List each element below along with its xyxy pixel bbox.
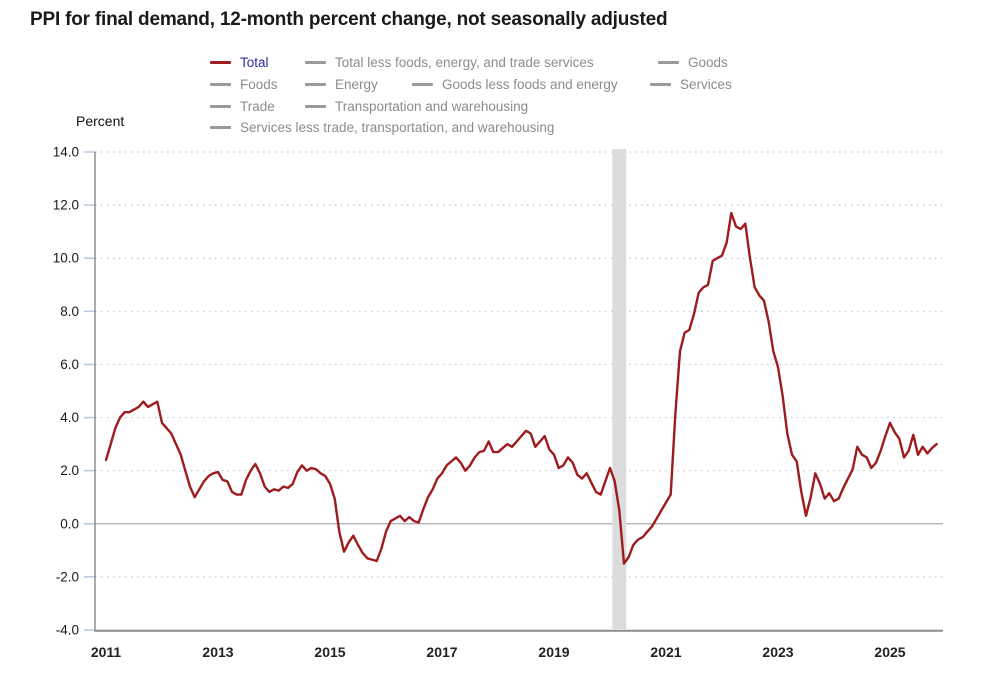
legend-label: Trade bbox=[240, 99, 275, 114]
legend-item-goods-less-foods-and-energy[interactable]: Goods less foods and energy bbox=[412, 77, 618, 92]
y-tick-label: 12.0 bbox=[53, 198, 79, 213]
y-tick-label: 2.0 bbox=[60, 463, 79, 478]
legend-swatch bbox=[412, 83, 433, 86]
legend-item-total[interactable]: Total bbox=[210, 55, 269, 70]
legend-item-services-less-trade-transportation-and-warehousi[interactable]: Services less trade, transportation, and… bbox=[210, 120, 554, 135]
legend-item-services[interactable]: Services bbox=[650, 77, 732, 92]
legend-swatch bbox=[210, 83, 231, 86]
x-tick-label: 2011 bbox=[91, 644, 122, 660]
legend-label: Total bbox=[240, 55, 269, 70]
legend-item-transportation-and-warehousing[interactable]: Transportation and warehousing bbox=[305, 99, 528, 114]
y-axis-title: Percent bbox=[76, 113, 125, 129]
x-tick-label: 2015 bbox=[314, 644, 345, 660]
legend-swatch bbox=[650, 83, 671, 86]
y-tick-label: 14.0 bbox=[53, 145, 79, 160]
x-tick-label: 2019 bbox=[538, 644, 569, 660]
legend-label: Goods bbox=[688, 55, 728, 70]
legend: Total Total less foods, energy, and trade… bbox=[0, 0, 1000, 140]
x-tick-label: 2023 bbox=[762, 644, 793, 660]
legend-item-total-less-foods-energy-and-trade-services[interactable]: Total less foods, energy, and trade serv… bbox=[305, 55, 594, 70]
x-tick-label: 2021 bbox=[650, 644, 681, 660]
legend-swatch bbox=[210, 126, 231, 129]
y-tick-label: 0.0 bbox=[60, 516, 79, 531]
legend-item-goods[interactable]: Goods bbox=[658, 55, 728, 70]
legend-label: Services bbox=[680, 77, 732, 92]
legend-label: Energy bbox=[335, 77, 378, 92]
legend-label: Foods bbox=[240, 77, 278, 92]
legend-swatch bbox=[210, 105, 231, 108]
x-tick-label: 2025 bbox=[874, 644, 905, 660]
y-tick-label: -4.0 bbox=[56, 623, 79, 638]
legend-swatch bbox=[305, 83, 326, 86]
legend-swatch bbox=[305, 105, 326, 108]
y-tick-label: 8.0 bbox=[60, 304, 79, 319]
legend-swatch bbox=[658, 61, 679, 64]
legend-label: Goods less foods and energy bbox=[442, 77, 618, 92]
legend-label: Total less foods, energy, and trade serv… bbox=[335, 55, 594, 70]
legend-item-energy[interactable]: Energy bbox=[305, 77, 378, 92]
legend-swatch bbox=[305, 61, 326, 64]
y-tick-label: -2.0 bbox=[56, 569, 79, 584]
x-tick-label: 2017 bbox=[426, 644, 457, 660]
recession-band bbox=[612, 149, 627, 629]
legend-item-trade[interactable]: Trade bbox=[210, 99, 275, 114]
legend-swatch bbox=[210, 61, 231, 64]
legend-item-foods[interactable]: Foods bbox=[210, 77, 278, 92]
legend-label: Services less trade, transportation, and… bbox=[240, 120, 555, 135]
y-tick-label: 10.0 bbox=[53, 251, 79, 266]
chart-title: PPI for final demand, 12-month percent c… bbox=[30, 9, 668, 30]
total-series-line bbox=[104, 211, 938, 565]
x-tick-label: 2013 bbox=[202, 644, 233, 660]
y-tick-label: 6.0 bbox=[60, 357, 79, 372]
y-tick-label: 4.0 bbox=[60, 410, 79, 425]
legend-label: Transportation and warehousing bbox=[335, 99, 529, 114]
